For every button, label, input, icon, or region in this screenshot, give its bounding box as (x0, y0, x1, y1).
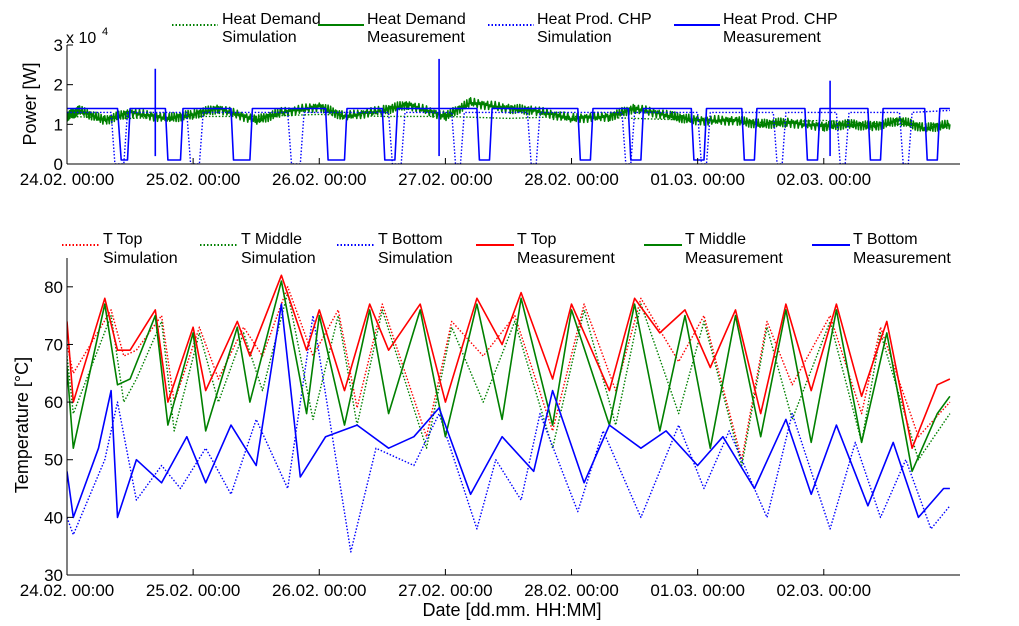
power-legend: Heat Demand Simulation Heat Demand Measu… (172, 11, 838, 46)
power-xtick-label-2: 26.02. 00:00 (272, 170, 367, 189)
power-xtick-label-3: 27.02. 00:00 (398, 170, 493, 189)
temperature-xtick-label-0: 24.02. 00:00 (20, 581, 115, 600)
legend-label-t-top-meas-1: T Top (517, 231, 557, 248)
legend-label-t-middle-meas-2: Measurement (685, 250, 783, 267)
temperature-xlabel: Date [dd.mm. HH:MM] (422, 600, 601, 620)
legend-label-t-bottom-sim-2: Simulation (378, 250, 453, 267)
power-axes: 0 1 2 3 24.02. 00:00 25.02. 00:00 26.02. 00:00… (20, 36, 960, 189)
temperature-xtick-label-3: 27.02. 00:00 (398, 581, 493, 600)
power-exponent: 4 (102, 26, 108, 38)
temperature-ytick-label-3: 60 (44, 393, 63, 412)
power-xtick-label-5: 01.03. 00:00 (650, 170, 745, 189)
legend-label-t-top-sim-2: Simulation (103, 250, 178, 267)
legend-label-chp-meas-1: Heat Prod. CHP (723, 11, 838, 28)
temperature-xtick-label-5: 01.03. 00:00 (650, 581, 745, 600)
temperature-xtick-label-4: 28.02. 00:00 (524, 581, 619, 600)
temperature-ytick-label-2: 50 (44, 451, 63, 470)
legend-label-t-middle-sim-2: Simulation (241, 250, 316, 267)
temperature-ytick-label-5: 80 (44, 278, 63, 297)
temperature-series-5-line (67, 303, 950, 519)
temperature-series-2-line (67, 314, 951, 553)
power-ylabel: Power [W] (20, 62, 40, 145)
power-multiplier: x 10 (66, 30, 96, 47)
legend-label-heat-demand-sim-2: Simulation (222, 29, 297, 46)
temperature-series (67, 274, 951, 553)
power-ytick-label-1: 1 (54, 115, 63, 134)
temperature-series-3-line (67, 274, 951, 450)
temperature-ytick-label-0: 30 (44, 566, 63, 585)
legend-label-chp-sim-1: Heat Prod. CHP (537, 11, 652, 28)
temperature-xtick-label-6: 02.03. 00:00 (777, 581, 872, 600)
legend-label-t-top-sim-1: T Top (103, 231, 143, 248)
legend-label-chp-sim-2: Simulation (537, 29, 612, 46)
legend-label-heat-demand-meas-2: Measurement (367, 29, 465, 46)
temperature-series-1-line (67, 291, 951, 467)
power-chart: Heat Demand Simulation Heat Demand Measu… (20, 11, 960, 189)
temperature-chart: T Top Simulation T Middle Simulation T B… (12, 231, 960, 620)
power-ytick-label-3: 3 (54, 36, 63, 55)
legend-label-t-bottom-sim-1: T Bottom (378, 231, 443, 248)
legend-label-t-bottom-meas-1: T Bottom (853, 231, 918, 248)
power-xtick-label-0: 24.02. 00:00 (20, 170, 115, 189)
temperature-series-4-line (67, 280, 951, 473)
temperature-ytick-label-4: 70 (44, 335, 63, 354)
legend-label-chp-meas-2: Measurement (723, 29, 821, 46)
temperature-ylabel: Temperature [°C] (12, 357, 32, 493)
power-xtick-label-4: 28.02. 00:00 (524, 170, 619, 189)
power-xtick-label-6: 02.03. 00:00 (777, 170, 872, 189)
legend-label-t-top-meas-2: Measurement (517, 250, 615, 267)
power-xtick-label-1: 25.02. 00:00 (146, 170, 241, 189)
power-series (67, 58, 951, 164)
temperature-xtick-label-2: 26.02. 00:00 (272, 581, 367, 600)
legend-label-t-bottom-meas-2: Measurement (853, 250, 951, 267)
temperature-xtick-label-1: 25.02. 00:00 (146, 581, 241, 600)
power-series-1-line (67, 97, 951, 133)
temperature-axes: 30 40 50 60 70 80 24.02. 00:00 25.02. 00:00 26.0… (20, 258, 960, 600)
legend-label-heat-demand-sim-1: Heat Demand (222, 11, 321, 28)
temperature-ytick-label-1: 40 (44, 508, 63, 527)
power-series-0-line (67, 113, 950, 126)
temperature-legend: T Top Simulation T Middle Simulation T B… (62, 231, 951, 267)
temperature-series-0-line (67, 286, 951, 461)
power-ytick-label-2: 2 (54, 76, 63, 95)
legend-label-t-middle-meas-1: T Middle (685, 231, 746, 248)
legend-label-heat-demand-meas-1: Heat Demand (367, 11, 466, 28)
power-series-3-line (67, 107, 950, 161)
legend-label-t-middle-sim-1: T Middle (241, 231, 302, 248)
power-ytick-label-0: 0 (54, 155, 63, 174)
